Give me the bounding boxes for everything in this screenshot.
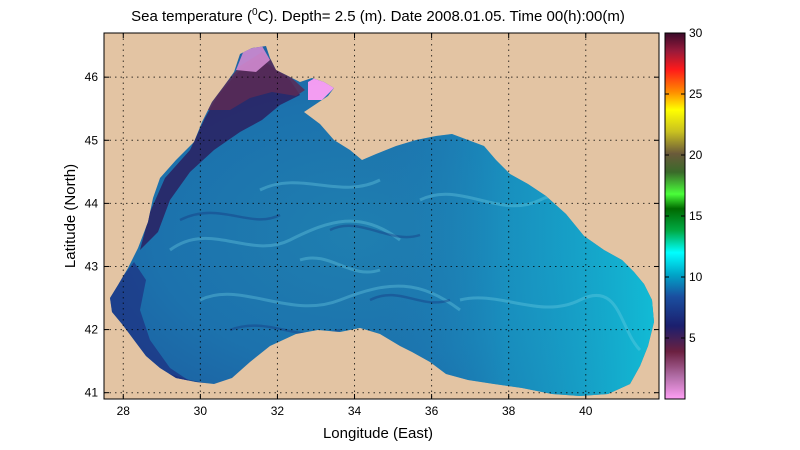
y-tick-label: 45	[85, 133, 99, 147]
x-tick-label: 30	[194, 404, 208, 418]
colorbar-tick-label: 15	[689, 209, 703, 223]
colorbar-gradient	[665, 33, 685, 399]
x-tick-label: 28	[117, 404, 131, 418]
x-tick-label: 32	[271, 404, 285, 418]
x-tick-label: 40	[579, 404, 593, 418]
y-axis-label: Latitude (North)	[62, 164, 79, 268]
map-area[interactable]	[104, 33, 660, 400]
y-tick-label: 46	[85, 70, 99, 84]
y-tick-label: 43	[85, 259, 99, 273]
x-tick-label: 36	[425, 404, 439, 418]
colorbar-tick-label: 5	[689, 331, 696, 345]
colorbar-tick-label: 20	[689, 148, 703, 162]
grid	[104, 33, 659, 399]
colorbar-tick-label: 10	[689, 270, 703, 284]
chart-title: Sea temperature (0C). Depth= 2.5 (m). Da…	[131, 7, 625, 25]
y-tick-label: 41	[85, 386, 99, 400]
colorbar: 30 25 20 15 10 5	[664, 26, 703, 400]
x-axis-label: Longitude (East)	[323, 425, 433, 442]
map-axes: 28 30 32 34 36 38 40 41 42 43 44 45 46	[85, 32, 660, 418]
y-tick-label: 42	[85, 323, 99, 337]
colorbar-tick-label: 25	[689, 87, 703, 101]
x-tick-label: 38	[502, 404, 516, 418]
axes-box	[103, 32, 660, 400]
colorbar-tick-label: 30	[689, 26, 703, 40]
y-tick-label: 44	[85, 196, 99, 210]
x-tick-label: 34	[348, 404, 362, 418]
